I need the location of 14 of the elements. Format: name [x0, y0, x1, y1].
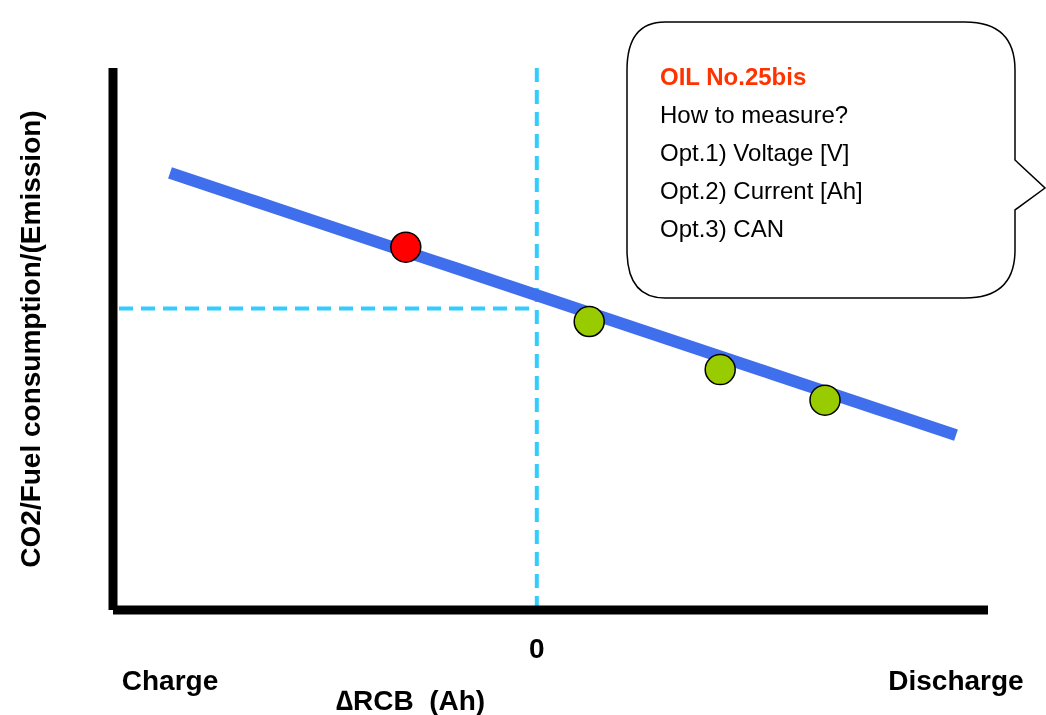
x-tick-label: Discharge — [888, 665, 1024, 696]
point — [809, 384, 841, 416]
point — [704, 353, 736, 386]
point — [390, 231, 422, 263]
text: OIL No.25bis — [660, 62, 808, 92]
text: Opt.1) Voltage [V] — [660, 138, 851, 168]
x-tick-label: 0 — [529, 633, 545, 664]
x-tick-label: Charge — [121, 665, 219, 696]
y-axis-title: CO2/Fuel consumption/(Emission) — [14, 110, 46, 568]
annotation: Opt.2) Current [Ah] — [660, 176, 863, 206]
annotation: Opt.3) CAN — [660, 214, 786, 244]
text: How to measure? — [660, 100, 850, 130]
point — [573, 305, 605, 338]
x-axis-title: ∆RCB (Ah) — [335, 685, 486, 715]
